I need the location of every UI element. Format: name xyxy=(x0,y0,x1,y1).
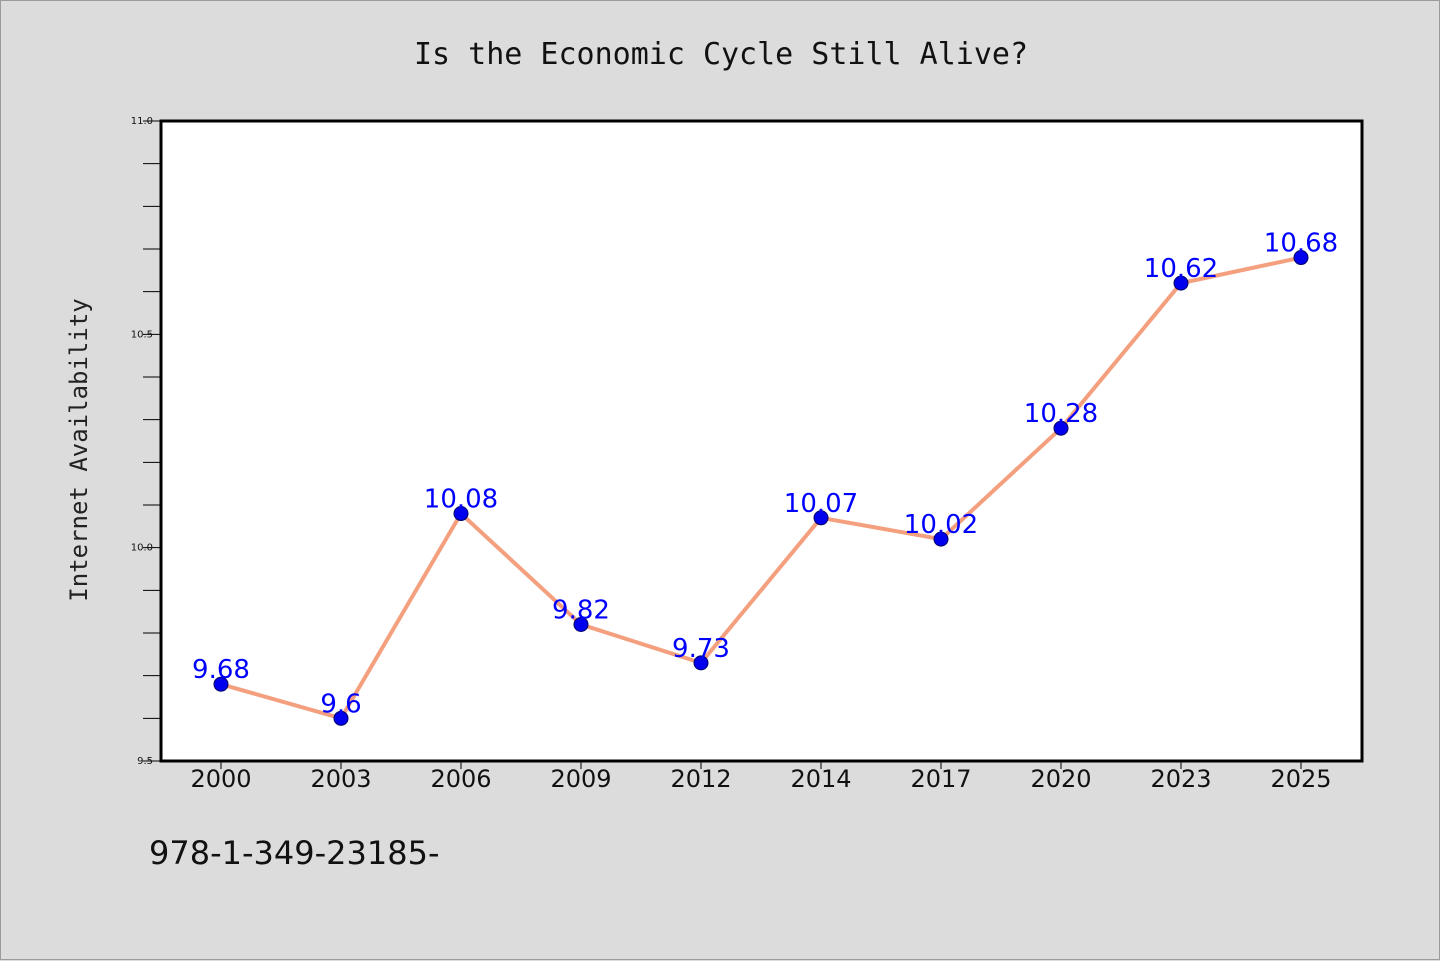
x-tick-label: 2014 xyxy=(790,765,851,793)
y-tick-label: 10.0 xyxy=(131,543,153,554)
x-tick-label: 2009 xyxy=(550,765,611,793)
data-point xyxy=(1053,420,1069,436)
x-tick-label: 2000 xyxy=(190,765,251,793)
data-point xyxy=(693,655,709,671)
data-label: 9.6 xyxy=(320,689,361,719)
x-tick-label: 2012 xyxy=(670,765,731,793)
data-point xyxy=(213,676,229,692)
chart-title: Is the Economic Cycle Still Alive? xyxy=(414,37,1028,72)
y-axis-label: Internet Availability xyxy=(65,298,93,601)
series-layer xyxy=(213,250,1309,726)
data-label: 10.02 xyxy=(904,510,978,540)
x-tick-label: 2020 xyxy=(1030,765,1091,793)
x-tick-label: 2023 xyxy=(1150,765,1211,793)
data-point xyxy=(453,506,469,522)
data-label: 10.68 xyxy=(1264,229,1338,259)
footer-isbn-text: 978-1-349-23185- xyxy=(149,834,440,872)
data-label: 9.82 xyxy=(552,595,610,625)
data-point xyxy=(1293,250,1309,266)
y-tick-label: 10.5 xyxy=(131,329,153,340)
data-point xyxy=(1173,275,1189,291)
data-point xyxy=(573,616,589,632)
data-point xyxy=(333,710,349,726)
y-tick-label: 11.0 xyxy=(131,116,153,127)
y-tick-label: 9.5 xyxy=(137,756,153,767)
data-labels: 9.68 9.6 10.08 9.82 9.73 10.07 10.02 10.28 10.62… xyxy=(192,229,1338,720)
x-tick-label: 2006 xyxy=(430,765,491,793)
data-point xyxy=(933,531,949,547)
data-label: 10.07 xyxy=(784,489,858,519)
series-line xyxy=(219,255,1303,721)
plot-area xyxy=(159,119,1364,763)
axis-ticks: 9.5 10.0 10.5 11.0 2000 2003 2006 2009 2012 2014 2… xyxy=(131,116,1332,793)
data-point xyxy=(813,510,829,526)
data-label: 9.73 xyxy=(672,634,730,664)
x-tick-label: 2003 xyxy=(310,765,371,793)
x-tick-label: 2017 xyxy=(910,765,971,793)
data-label: 10.62 xyxy=(1144,254,1218,284)
data-label: 9.68 xyxy=(192,655,250,685)
x-tick-label: 2025 xyxy=(1270,765,1331,793)
data-label: 10.28 xyxy=(1024,399,1098,429)
data-label: 10.08 xyxy=(424,485,498,515)
